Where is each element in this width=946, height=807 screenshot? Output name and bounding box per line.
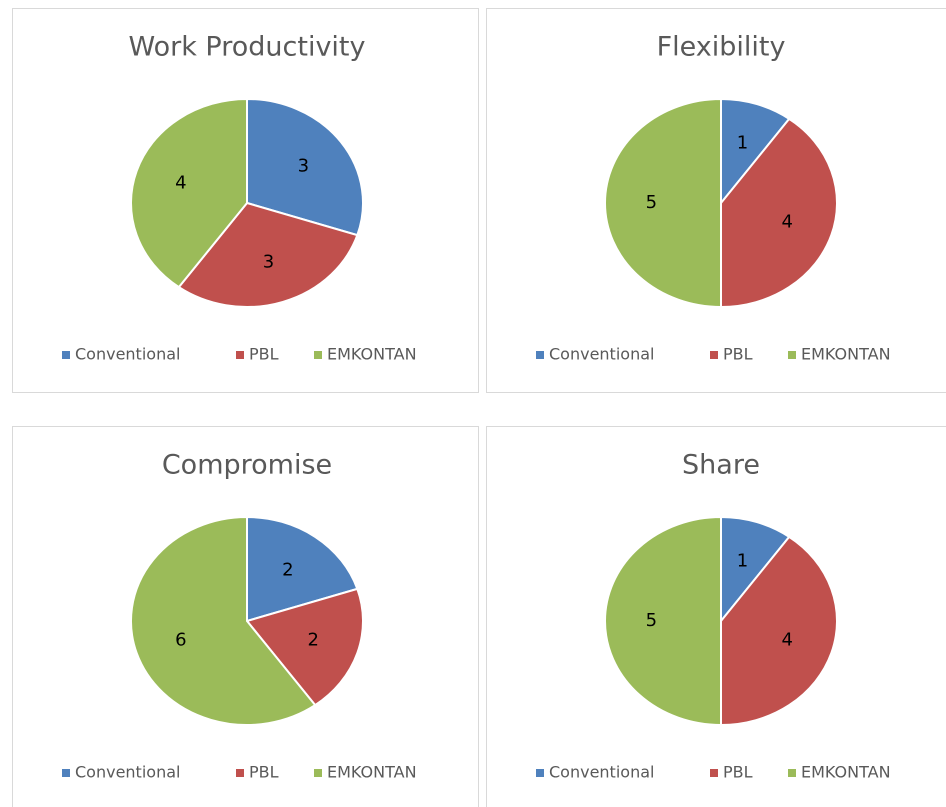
data-label: 3: [298, 155, 309, 176]
pie-slice: [604, 515, 722, 727]
data-label: 4: [175, 173, 186, 194]
legend-label: Conventional: [549, 345, 654, 364]
legend-swatch: [536, 351, 544, 359]
legend-label: EMKONTAN: [801, 763, 891, 782]
chart-title: Flexibility: [657, 32, 786, 63]
data-label: 1: [737, 133, 748, 154]
legend-label: PBL: [723, 763, 753, 782]
legend-label: Conventional: [75, 345, 180, 364]
data-label: 2: [307, 629, 318, 650]
legend-swatch: [236, 351, 244, 359]
legend-swatch: [62, 351, 70, 359]
pie-slice: [245, 587, 364, 707]
chart-title: Work Productivity: [128, 32, 365, 63]
legend-label: Conventional: [75, 763, 180, 782]
data-label: 4: [781, 211, 792, 232]
legend-label: EMKONTAN: [327, 763, 417, 782]
legend-swatch: [236, 769, 244, 777]
legend-swatch: [710, 351, 718, 359]
legend-swatch: [314, 351, 322, 359]
pie-slice: [604, 97, 722, 309]
pie-slice: [130, 515, 317, 726]
data-label: 6: [175, 629, 186, 650]
data-label: 3: [263, 251, 274, 272]
data-label: 1: [737, 551, 748, 572]
data-label: 4: [781, 629, 792, 650]
data-label: 5: [646, 192, 657, 213]
legend-swatch: [62, 769, 70, 777]
pie-slice: [177, 201, 359, 308]
chart-title: Share: [682, 450, 760, 481]
legend-swatch: [710, 769, 718, 777]
legend-swatch: [536, 769, 544, 777]
legend-label: PBL: [723, 345, 753, 364]
pie-slice: [720, 97, 791, 206]
legend-label: EMKONTAN: [327, 345, 417, 364]
pie-slice: [720, 535, 838, 727]
legend-swatch: [788, 769, 796, 777]
legend-swatch: [788, 351, 796, 359]
legend-label: PBL: [249, 345, 279, 364]
legend-label: EMKONTAN: [801, 345, 891, 364]
data-label: 2: [282, 560, 293, 581]
chart-title: Compromise: [162, 450, 332, 481]
legend-swatch: [314, 769, 322, 777]
legend-label: PBL: [249, 763, 279, 782]
pie-slice: [720, 515, 791, 624]
pie-slice: [246, 515, 359, 623]
data-label: 5: [646, 610, 657, 631]
pie-slice: [130, 97, 248, 289]
pie-slice: [720, 117, 838, 309]
legend-label: Conventional: [549, 763, 654, 782]
pie-slice: [246, 97, 364, 237]
